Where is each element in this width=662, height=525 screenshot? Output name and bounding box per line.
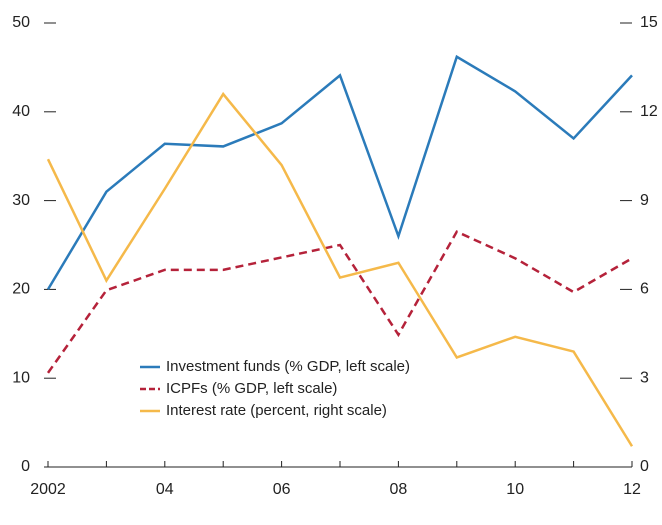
x-tick-label: 04 [156, 481, 174, 498]
x-tick-label: 10 [506, 481, 524, 498]
legend-label: Interest rate (percent, right scale) [166, 402, 387, 419]
series-line [46, 91, 634, 447]
legend-label: Investment funds (% GDP, left scale) [166, 358, 410, 375]
x-tick-label: 12 [623, 481, 641, 498]
y2-tick-label: 3 [640, 369, 649, 386]
series-line [46, 54, 633, 291]
legend-label: ICPFs (% GDP, left scale) [166, 380, 337, 397]
x-tick-label: 2002 [30, 481, 66, 498]
y-tick-label: 40 [12, 103, 30, 120]
x-tick-label: 08 [390, 481, 408, 498]
y-tick-label: 50 [12, 14, 30, 31]
y2-tick-label: 12 [640, 103, 658, 120]
y-tick-label: 10 [12, 369, 30, 386]
y2-tick-label: 15 [640, 14, 658, 31]
y2-tick-label: 9 [640, 192, 649, 209]
series-line [46, 230, 633, 374]
y2-tick-label: 6 [640, 281, 649, 298]
x-tick-label: 06 [273, 481, 291, 498]
y-tick-label: 20 [12, 281, 30, 298]
y-tick-label: 0 [21, 458, 30, 475]
y-tick-label: 30 [12, 192, 30, 209]
y2-tick-label: 0 [640, 458, 649, 475]
